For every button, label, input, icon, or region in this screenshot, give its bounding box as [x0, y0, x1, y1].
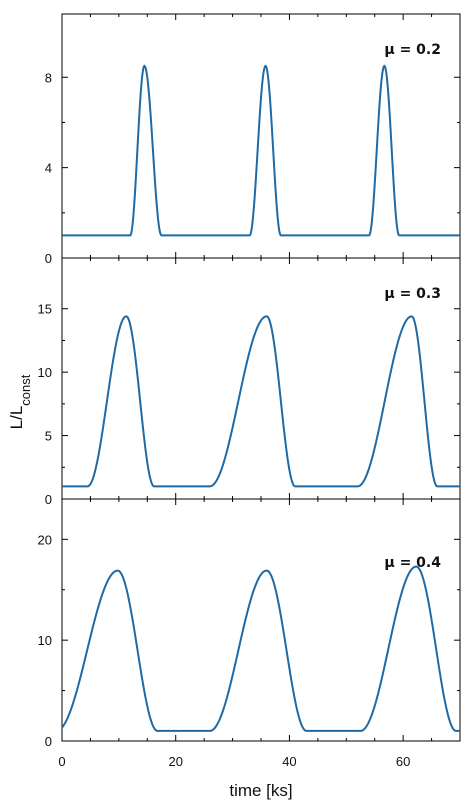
panel-2: 0 5 10 15 μ = 0.3: [38, 257, 461, 507]
panel-2-y-tick-label: 5: [45, 429, 52, 444]
x-axis-title: time [ks]: [229, 781, 292, 800]
y-axis-title-main: L/L: [7, 406, 26, 430]
panel-2-y-tick-label: 0: [45, 492, 52, 507]
panel-3-ticks: [61, 499, 461, 742]
x-tick-label: 20: [168, 754, 182, 769]
panel-3-y-tick-label: 20: [38, 532, 52, 547]
panel-1-annotation: μ = 0.2: [384, 42, 441, 58]
y-axis-title: L/Lconst: [7, 374, 33, 429]
panel-1: 0 4 8 μ = 0.2: [45, 13, 461, 266]
panel-2-series-line: [62, 315, 460, 488]
panel-2-annotation: μ = 0.3: [384, 286, 441, 302]
panel-3-annotation: μ = 0.4: [384, 555, 441, 571]
panel-1-y-tick-label: 4: [45, 161, 52, 176]
x-tick-label: 40: [282, 754, 296, 769]
x-tick-labels: 0 20 40 60: [58, 754, 410, 769]
panel-3-frame: [61, 498, 461, 742]
panel-3: 0 10 20 μ = 0.4: [38, 498, 461, 749]
panel-3-series-line: [61, 565, 460, 732]
panel-3-y-tick-label: 10: [38, 633, 52, 648]
panel-2-y-tick-label: 10: [38, 365, 52, 380]
x-tick-label: 60: [396, 754, 410, 769]
panel-1-y-tick-label: 0: [45, 251, 52, 266]
panel-3-tick-labels: 0 10 20: [38, 532, 52, 749]
panel-3-y-tick-label: 0: [45, 734, 52, 749]
panel-1-ticks: [61, 14, 461, 259]
panel-2-y-tick-label: 15: [38, 302, 52, 317]
x-tick-label: 0: [58, 754, 65, 769]
panel-1-tick-labels: 0 4 8: [45, 70, 52, 266]
panel-2-tick-labels: 0 5 10 15: [38, 302, 52, 507]
panel-1-y-tick-label: 8: [45, 70, 52, 85]
panel-1-series-line: [62, 64, 460, 237]
y-axis-title-sub: const: [18, 374, 33, 405]
